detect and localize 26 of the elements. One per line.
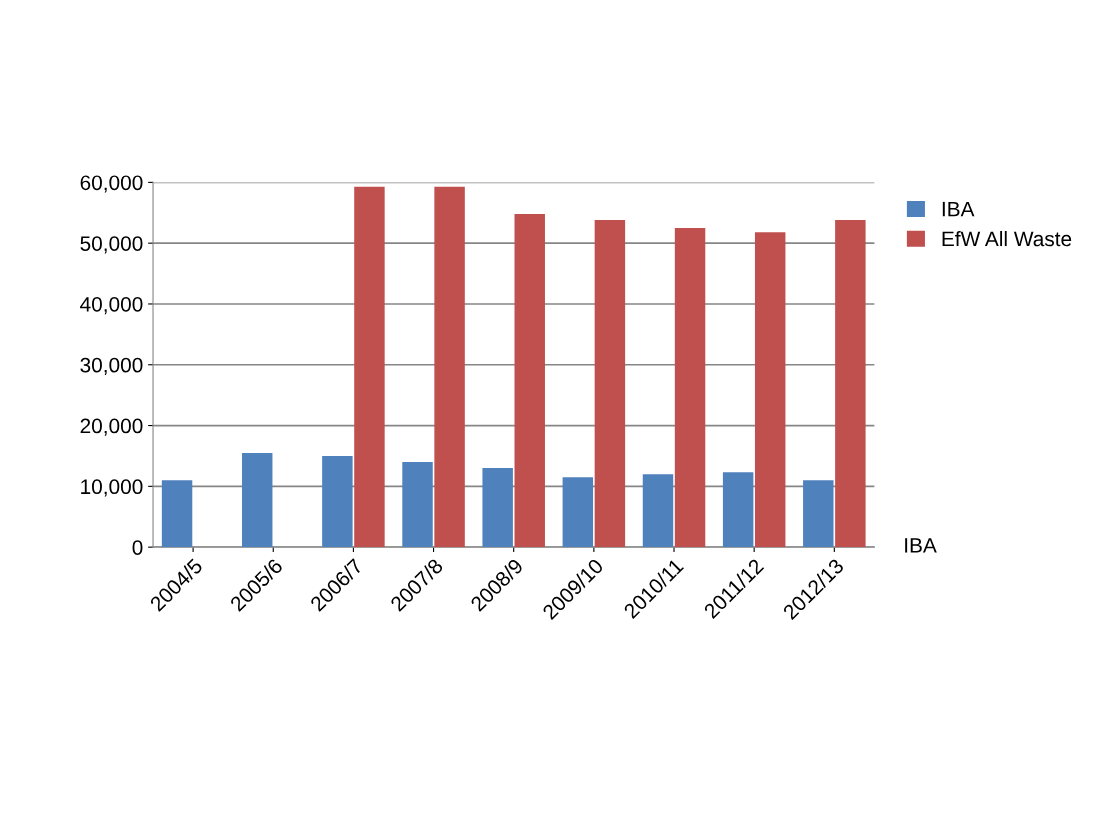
bar <box>514 213 545 548</box>
text: IBA <box>905 538 937 553</box>
bar <box>354 186 385 548</box>
bar <box>482 468 513 548</box>
bar <box>434 186 465 548</box>
bar <box>722 472 754 548</box>
y-tick-label: 50,000 <box>80 236 143 254</box>
bar <box>674 227 706 548</box>
bar <box>754 232 786 548</box>
bar <box>402 462 433 548</box>
y-tick-label: 20,000 <box>80 418 143 436</box>
bar <box>835 220 866 548</box>
y-tick-label: 40,000 <box>80 296 143 315</box>
y-tick-label: 60,000 <box>80 175 143 193</box>
bar <box>562 477 594 548</box>
y-tick-label: 30,000 <box>80 357 143 375</box>
bar <box>803 480 834 548</box>
bar <box>594 220 626 548</box>
bar <box>322 455 353 548</box>
bar <box>241 452 273 548</box>
legend-label: EfW All Waste <box>942 230 1072 247</box>
y-tick-label: 0 <box>132 540 143 555</box>
bar <box>642 474 674 548</box>
bar <box>161 480 193 548</box>
legend-label: IBA <box>942 201 975 217</box>
y-tick-label: 10,000 <box>81 479 143 497</box>
